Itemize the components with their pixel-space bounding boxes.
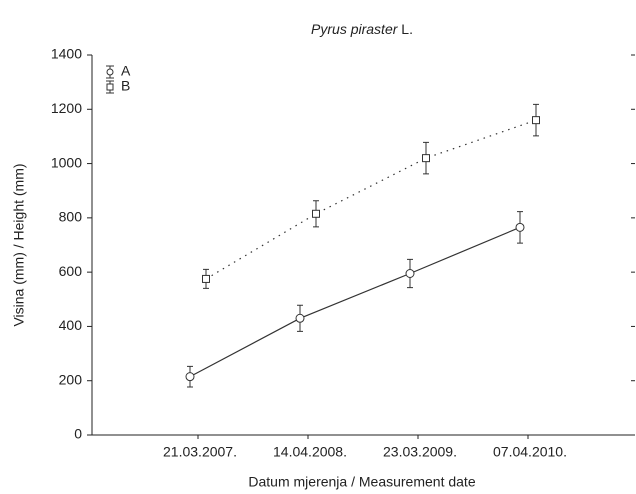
y-tick-label: 400 [59, 317, 83, 333]
y-tick-label: 200 [59, 371, 83, 387]
legend-label: B [121, 78, 130, 94]
point [185, 372, 195, 382]
point [295, 313, 305, 323]
x-tick-label: 14.04.2008. [273, 444, 347, 460]
y-axis-label: Visina (mm) / Height (mm) [11, 163, 27, 326]
y-tick-label: 600 [59, 263, 83, 279]
y-tick-label: 800 [59, 209, 83, 225]
series-line [205, 119, 537, 280]
y-tick-label: 1400 [51, 46, 82, 62]
chart-title: Pyrus piraster L. [311, 21, 413, 37]
legend-marker [106, 83, 114, 91]
point [422, 154, 430, 163]
legend-marker [106, 68, 114, 76]
point [532, 116, 540, 125]
point [515, 222, 525, 232]
point [405, 269, 415, 278]
y-tick-label: 1000 [51, 154, 82, 170]
title-species: Pyrus piraster [311, 21, 399, 37]
y-tick-label: 1200 [51, 100, 82, 116]
point [202, 274, 210, 283]
title-author: L. [401, 21, 413, 37]
point [312, 209, 320, 218]
x-tick-label: 07.04.2010. [493, 444, 567, 460]
x-axis-label: Datum mjerenja / Measurement date [248, 474, 475, 490]
x-tick-label: 23.03.2009. [383, 444, 457, 460]
legend-label: A [121, 63, 131, 79]
y-tick-label: 0 [74, 426, 82, 442]
series-line [189, 226, 521, 378]
x-tick-label: 21.03.2007. [163, 444, 237, 460]
